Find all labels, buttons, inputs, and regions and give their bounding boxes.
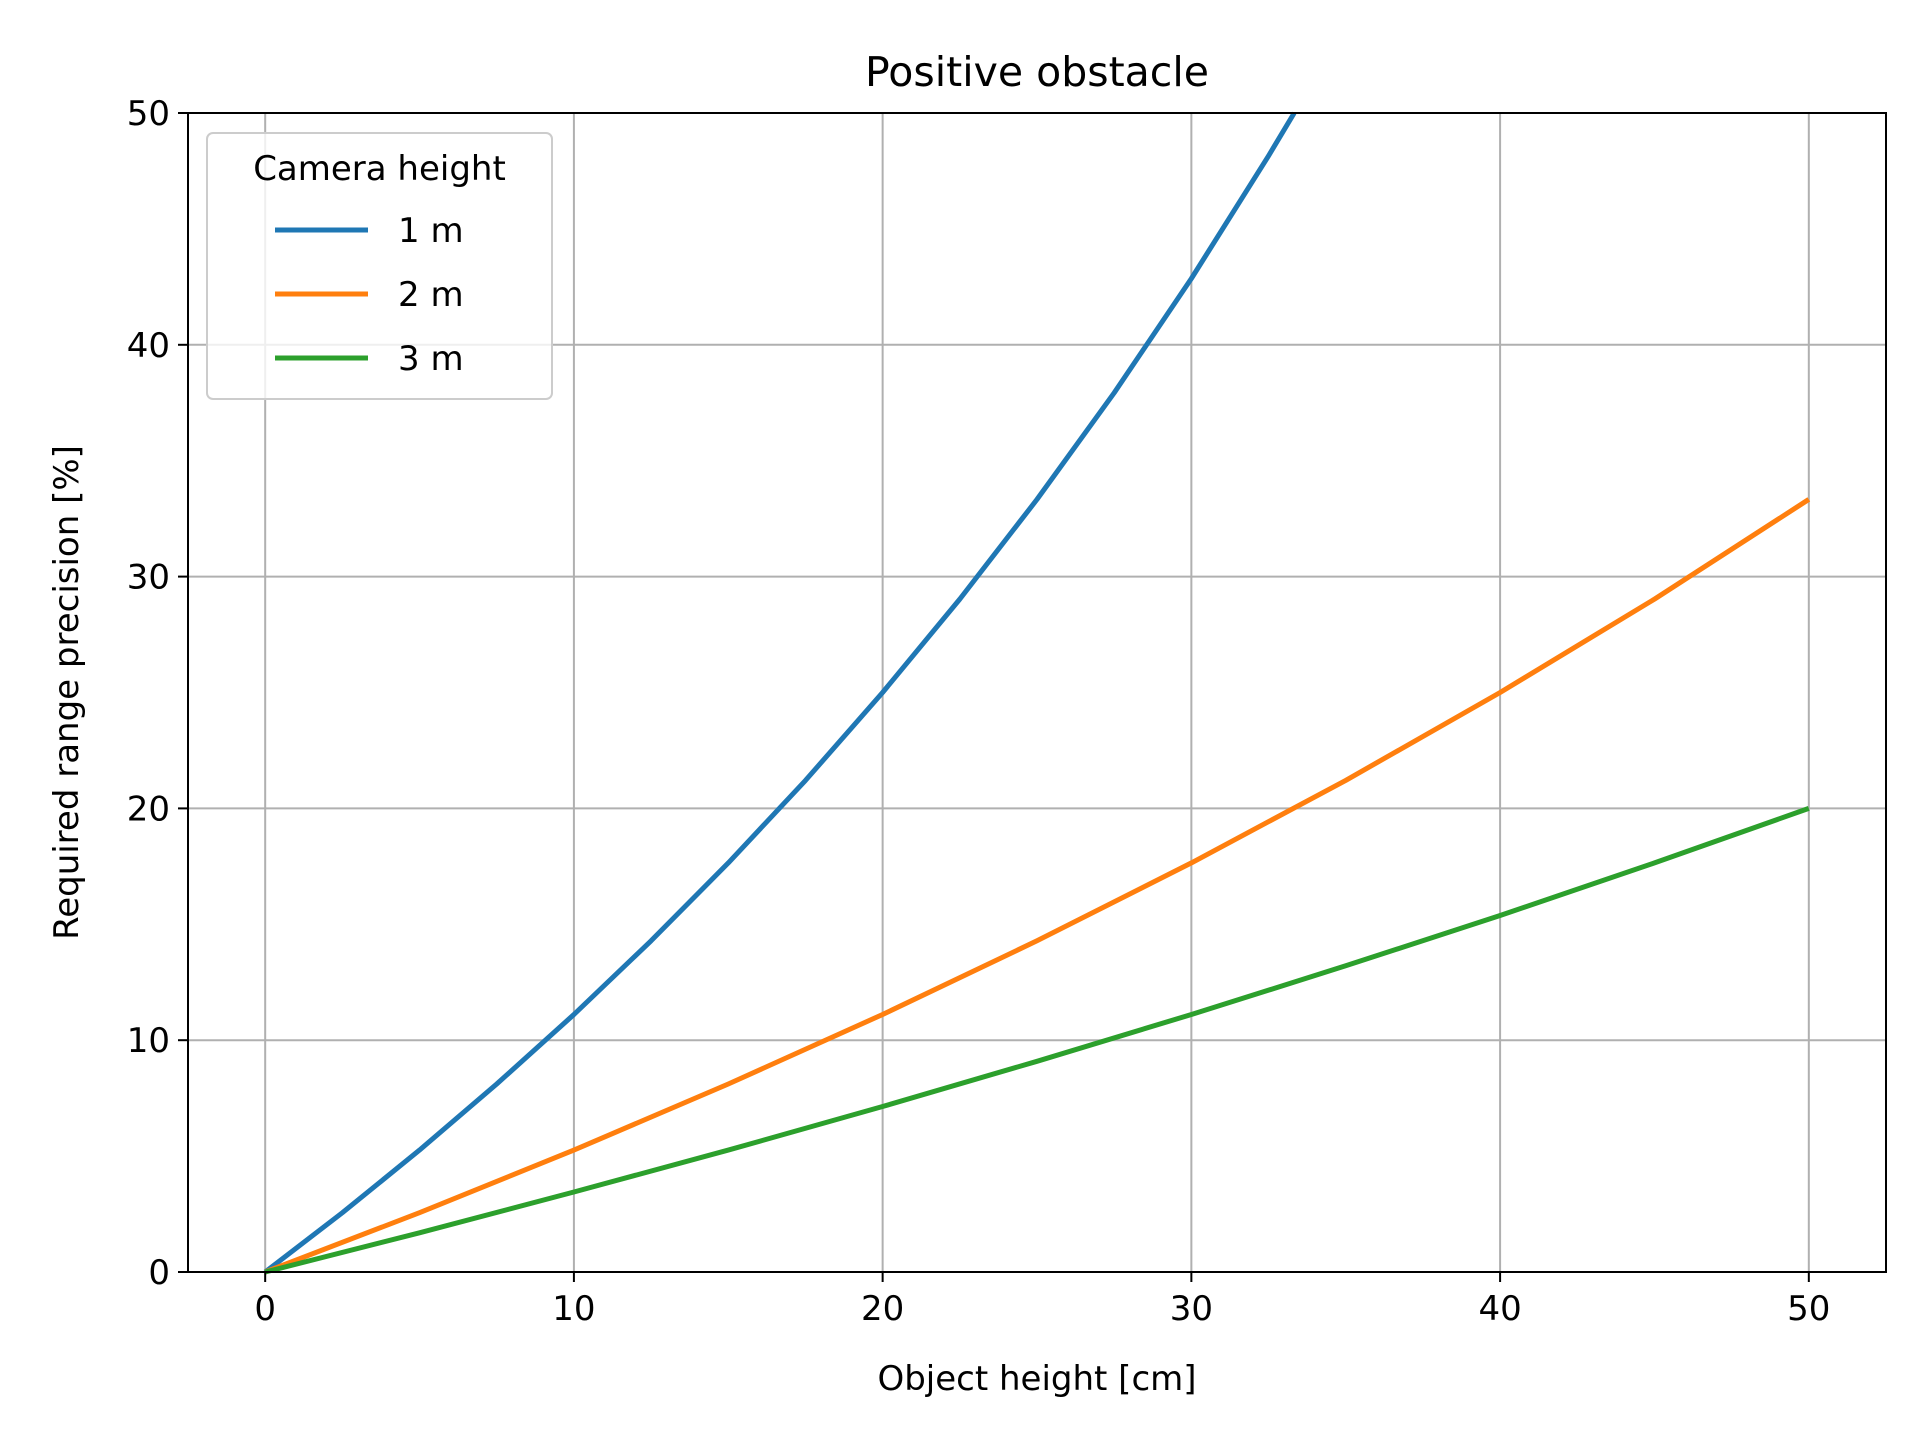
x-tick-label: 40	[1478, 1289, 1521, 1329]
axis-ticks: 0 10 20 30 40 50 0 10 20 30 40 50	[127, 94, 1831, 1329]
x-axis-label: Object height [cm]	[877, 1359, 1196, 1399]
series-line-3m	[264, 806, 1810, 1275]
legend-box	[206, 132, 553, 400]
y-tick-label: 20	[127, 789, 170, 829]
x-tick-label: 20	[861, 1289, 904, 1329]
series-line-1m	[263, 111, 1297, 1274]
legend-label: 3 m	[398, 339, 464, 379]
x-tick-label: 30	[1170, 1289, 1213, 1329]
chart-title: Positive obstacle	[865, 48, 1209, 96]
legend: Camera height 1 m 2 m 3 m	[206, 132, 553, 400]
plot-frame	[187, 112, 1887, 1273]
y-tick-label: 10	[127, 1021, 170, 1061]
y-axis-label: Required range precision [%]	[47, 445, 87, 940]
legend-label: 2 m	[398, 275, 464, 315]
series-line-2m	[264, 497, 1811, 1275]
x-tick-label: 10	[552, 1289, 595, 1329]
legend-label: 1 m	[398, 211, 464, 251]
legend-title: Camera height	[253, 149, 506, 189]
y-tick-label: 50	[127, 94, 170, 134]
y-tick-label: 30	[127, 558, 170, 598]
x-tick-label: 50	[1787, 1289, 1830, 1329]
y-tick-label: 0	[148, 1253, 170, 1293]
x-tick-label: 0	[254, 1289, 276, 1329]
y-tick-label: 40	[127, 326, 170, 366]
plot-series	[263, 111, 1811, 1275]
legend-items: 1 m 2 m 3 m	[275, 211, 464, 379]
